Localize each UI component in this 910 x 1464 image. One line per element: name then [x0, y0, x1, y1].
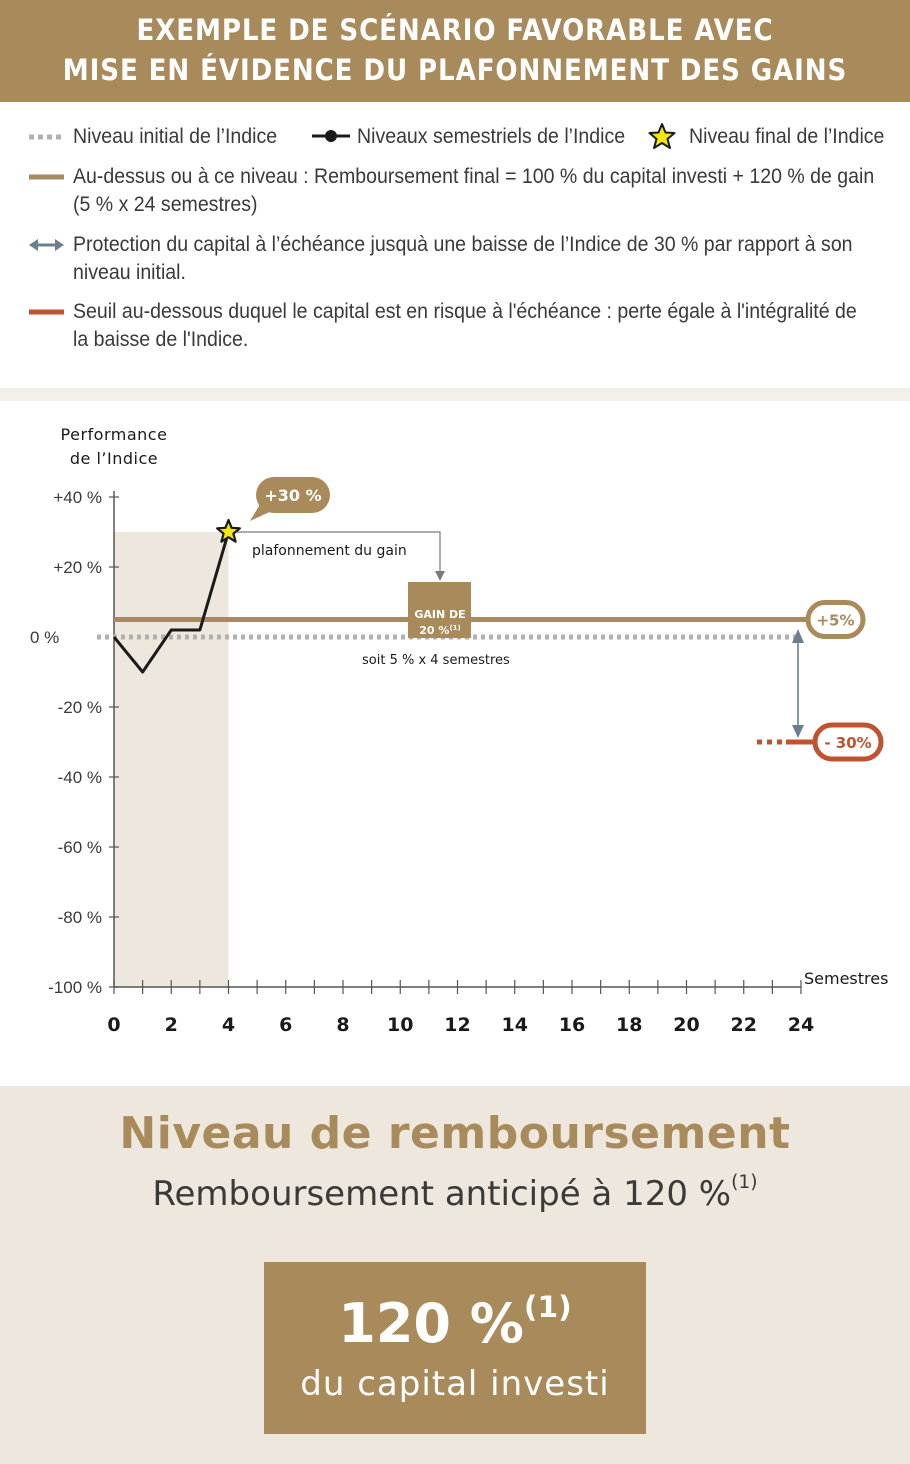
- y-axis-label-line2: de l’Indice: [70, 449, 158, 468]
- x-axis: 0 2 4 6 8 10 12 14 16 18 20 22 24: [107, 980, 814, 1036]
- threshold-badge-label: +5%: [816, 612, 854, 630]
- shaded-region: [114, 532, 229, 987]
- x-tick-label: 6: [279, 1014, 292, 1036]
- y-tick-label: -80 %: [58, 908, 102, 927]
- protection-arrow-down: [792, 725, 804, 738]
- protection-badge: [812, 722, 884, 762]
- x-tick-label: 4: [222, 1014, 235, 1036]
- repayment-value: 120 %(1): [264, 1290, 646, 1355]
- repayment-section: Niveau de remboursement Remboursement an…: [0, 1086, 910, 1464]
- legend-markers: [29, 123, 676, 315]
- repayment-subtitle: Remboursement anticipé à 120 %(1): [0, 1172, 910, 1214]
- final-point-bubble: +30 %: [250, 477, 330, 521]
- x-tick-label: 8: [336, 1014, 349, 1036]
- repayment-subtitle-sup: (1): [731, 1172, 758, 1193]
- threshold-badge: [805, 600, 866, 639]
- repayment-title: Niveau de remboursement: [119, 1108, 791, 1159]
- page-header: EXEMPLE DE SCÉNARIO FAVORABLE AVEC MISE …: [0, 0, 910, 102]
- final-point-star-icon: [216, 518, 241, 543]
- y-axis: +40 % +20 % 0 % -20 % -40 % -60 % -80 % -100 %: [30, 488, 119, 997]
- gain-note: soit 5 % x 4 semestres: [362, 653, 510, 668]
- header-title-line2: MISE EN ÉVIDENCE DU PLAFONNEMENT DES GAI…: [62, 53, 848, 87]
- y-tick-label: -20 %: [58, 698, 102, 717]
- legend: Niveau initial de l’Indice Niveaux semes…: [0, 102, 910, 388]
- gain-box-value: 20 %: [419, 624, 449, 637]
- y-tick-label: -60 %: [58, 838, 102, 857]
- repayment-value-sup: (1): [523, 1290, 572, 1325]
- x-axis-label: Semestres: [804, 969, 888, 988]
- final-point-label: +30 %: [264, 486, 321, 505]
- legend-series-marker-dot: [325, 130, 337, 142]
- protection-arrow-up: [792, 629, 804, 643]
- legend-protection-label-2: niveau initial.: [73, 261, 186, 284]
- x-tick-label: 22: [731, 1014, 757, 1036]
- repayment-subtitle-text: Remboursement anticipé à 120 %: [152, 1174, 732, 1214]
- protection-arrow: [792, 629, 804, 738]
- cap-arrowhead: [435, 571, 445, 581]
- legend-initial-label: Niveau initial de l’Indice: [73, 125, 278, 148]
- y-tick-label: -40 %: [58, 768, 102, 787]
- legend-threshold-label-2: (5 % x 24 semestres): [73, 193, 258, 216]
- series-line: [112, 531, 230, 674]
- y-tick-label: 0 %: [30, 628, 59, 647]
- y-axis-label-line1: Performance: [61, 425, 168, 444]
- gain-box-line2: 20 %(1): [419, 624, 460, 637]
- performance-chart: Performance de l’Indice +40 % +20 % 0 % -20…: [30, 425, 888, 1036]
- y-tick-label: +40 %: [53, 488, 102, 507]
- legend-protection-arrow-left: [29, 239, 38, 251]
- legend-risk-label-1: Seuil au-dessous duquel le capital est e…: [73, 300, 857, 323]
- x-tick-label: 20: [673, 1014, 699, 1036]
- cap-annotation: plafonnement du gain: [252, 543, 407, 559]
- legend-star-icon: [648, 123, 676, 149]
- x-tick-label: 14: [502, 1014, 528, 1036]
- protection-badge-label: - 30%: [824, 734, 871, 752]
- x-tick-label: 12: [444, 1014, 470, 1036]
- cap-connector: [236, 531, 441, 572]
- x-tick-label: 2: [165, 1014, 178, 1036]
- legend-protection-label-1: Protection du capital à l’échéance jusqu…: [73, 233, 853, 256]
- x-tick-label: 16: [559, 1014, 585, 1036]
- gain-box: [408, 582, 471, 638]
- x-tick-label: 10: [387, 1014, 413, 1036]
- gain-box-sup: (1): [449, 624, 460, 632]
- separator-band: [0, 388, 910, 401]
- bubble-tail: [250, 501, 276, 521]
- legend-risk-label-2: la baisse de l'Indice.: [73, 328, 249, 351]
- repayment-box-text: du capital investi: [300, 1364, 610, 1404]
- legend-series-label: Niveaux semestriels de l’Indice: [357, 125, 626, 148]
- repayment-value-text: 120 %: [338, 1292, 524, 1355]
- y-tick-label: +20 %: [53, 558, 102, 577]
- repayment-box: 120 %(1) du capital investi: [264, 1262, 646, 1434]
- x-tick-label: 18: [616, 1014, 642, 1036]
- header-title-line1: EXEMPLE DE SCÉNARIO FAVORABLE AVEC: [136, 13, 774, 47]
- legend-final-label: Niveau final de l’Indice: [689, 125, 885, 148]
- legend-protection-arrow-right: [55, 239, 64, 251]
- x-tick-label: 24: [788, 1014, 814, 1036]
- legend-threshold-label-1: Au-dessus ou à ce niveau : Remboursement…: [73, 165, 875, 188]
- level-badges: +5% - 30%: [805, 600, 884, 762]
- bubble-body: [256, 477, 330, 513]
- gain-box-line1: GAIN DE: [414, 608, 465, 621]
- x-tick-label: 0: [107, 1014, 120, 1036]
- y-tick-label: -100 %: [48, 978, 102, 997]
